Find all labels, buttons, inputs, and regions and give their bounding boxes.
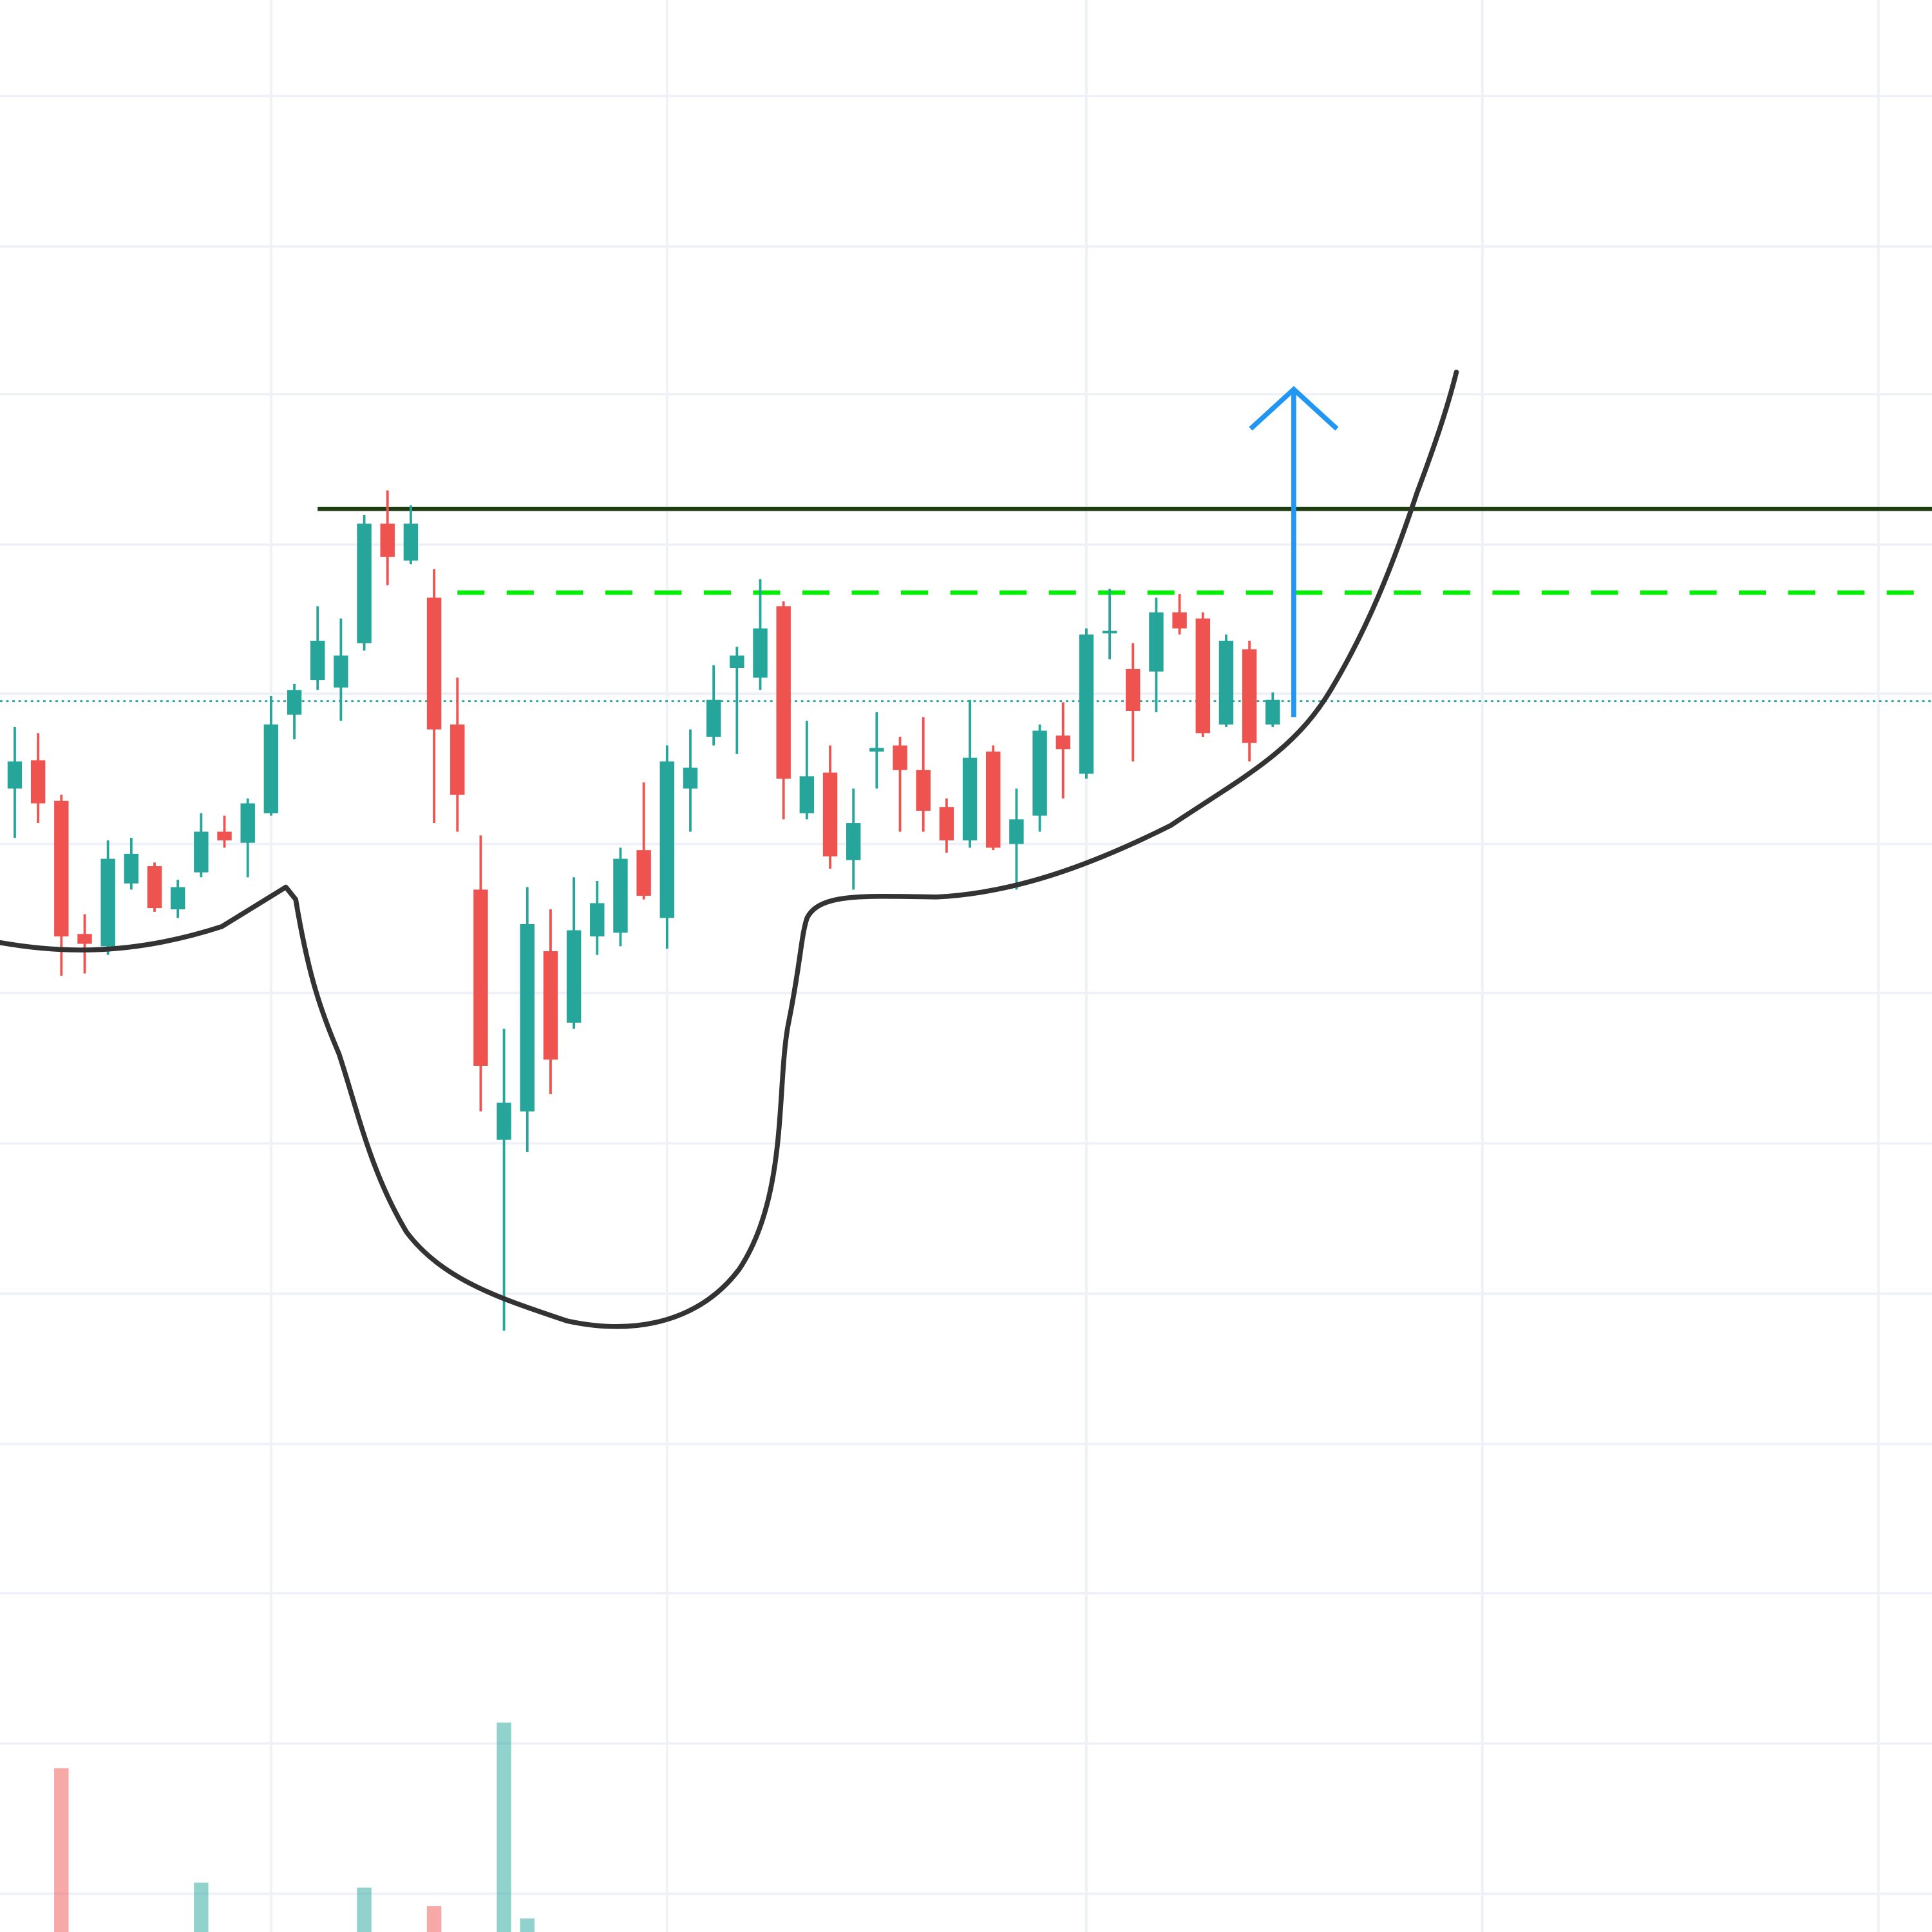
candle-body bbox=[543, 951, 558, 1060]
candle-body bbox=[357, 524, 372, 643]
volume-bar bbox=[520, 1918, 535, 1932]
candle-body bbox=[473, 889, 488, 1066]
candle-body bbox=[1172, 612, 1187, 629]
candle-body bbox=[753, 628, 768, 678]
volume-layer bbox=[54, 1722, 535, 1932]
candle-body bbox=[1149, 612, 1164, 672]
arrow-head bbox=[1249, 386, 1339, 431]
candle-body bbox=[730, 655, 744, 668]
candle-body bbox=[287, 690, 302, 715]
candle-body bbox=[962, 757, 978, 840]
candle-body bbox=[613, 858, 628, 933]
candle-body bbox=[1079, 634, 1094, 774]
candle-body bbox=[170, 887, 185, 909]
candle-body bbox=[659, 761, 675, 918]
candle-body bbox=[706, 699, 721, 737]
candle-body bbox=[1242, 649, 1257, 743]
candle-body bbox=[54, 800, 69, 937]
candle-body bbox=[846, 823, 861, 860]
candle-body bbox=[1032, 730, 1047, 816]
candle-body bbox=[590, 903, 605, 937]
candle-body bbox=[147, 866, 162, 909]
candle-body bbox=[683, 767, 698, 789]
candle-body bbox=[939, 807, 954, 840]
candle-body bbox=[263, 724, 279, 813]
candle-body bbox=[1056, 735, 1070, 750]
candle-body bbox=[893, 745, 907, 770]
candle-body bbox=[334, 655, 348, 688]
candle-body bbox=[240, 803, 255, 843]
candle-body bbox=[566, 930, 582, 1023]
candle-body bbox=[450, 724, 465, 795]
candle-body bbox=[986, 752, 1001, 848]
candle-body bbox=[30, 760, 46, 804]
candle-body bbox=[636, 850, 651, 896]
candle-body bbox=[1265, 699, 1280, 724]
candle-body bbox=[7, 761, 23, 789]
candle-body bbox=[1009, 819, 1024, 844]
candle-body bbox=[380, 524, 395, 557]
volume-bar bbox=[497, 1722, 511, 1932]
candle-body bbox=[1195, 618, 1211, 734]
candle-body bbox=[217, 831, 232, 840]
candle-body bbox=[403, 524, 419, 561]
levels bbox=[0, 506, 1932, 703]
candle-body bbox=[1102, 630, 1117, 634]
candle-body bbox=[310, 640, 325, 681]
candle-body bbox=[869, 748, 884, 752]
volume-bar bbox=[194, 1882, 209, 1932]
volume-bar bbox=[357, 1888, 372, 1932]
candle-body bbox=[497, 1103, 511, 1140]
candle-body bbox=[1218, 640, 1234, 724]
candle-body bbox=[77, 934, 92, 944]
candle-body bbox=[1126, 668, 1141, 711]
candle-body bbox=[520, 923, 535, 1112]
volume-bar bbox=[426, 1906, 442, 1932]
candle-body bbox=[776, 606, 791, 779]
candle-body bbox=[916, 770, 931, 811]
candle-body bbox=[822, 772, 838, 857]
volume-bar bbox=[54, 1768, 69, 1932]
candle-body bbox=[100, 858, 115, 947]
cup-handle-drawing bbox=[0, 369, 1459, 1329]
candle-body bbox=[799, 776, 815, 813]
candle-body bbox=[426, 597, 442, 730]
candle-body bbox=[194, 831, 209, 873]
candle-body bbox=[124, 853, 139, 884]
candles bbox=[7, 490, 1280, 1331]
